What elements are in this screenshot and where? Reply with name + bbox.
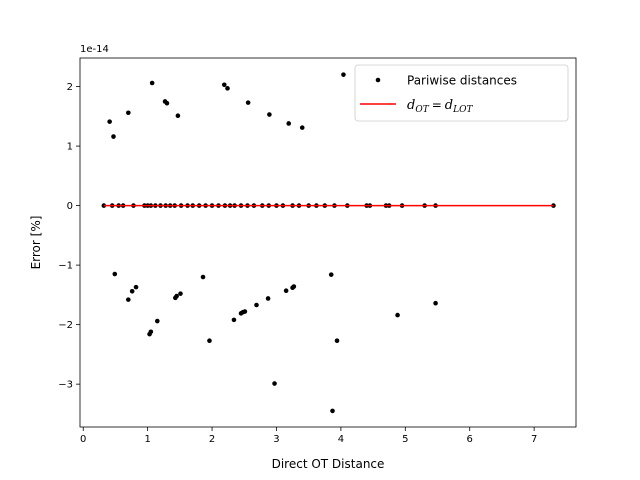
data-point-1 — [111, 134, 116, 139]
plot-frame — [79, 57, 577, 428]
y-tick-label-5: 2 — [67, 82, 73, 93]
data-point-0 — [107, 119, 112, 124]
x-tick-label-3: 3 — [273, 434, 279, 445]
data-point-10 — [267, 112, 272, 117]
data-point-75 — [254, 302, 259, 308]
x-axis-label: Direct OT Distance — [272, 457, 385, 471]
legend-scatter-marker — [375, 77, 381, 83]
data-point-62 — [133, 284, 139, 290]
y-axis-label: Error [%] — [29, 216, 43, 270]
data-point-64 — [148, 329, 154, 335]
data-point-11 — [286, 121, 292, 126]
x-tick-label-2: 2 — [209, 434, 215, 445]
y-tick-label-4: 1 — [67, 142, 73, 153]
data-point-74 — [242, 309, 248, 314]
data-point-69 — [200, 274, 206, 280]
y-tick-label-3: 0 — [67, 201, 73, 212]
data-point-60 — [126, 297, 131, 302]
legend-scatter-label: Pariwise distances — [407, 74, 517, 88]
data-point-78 — [283, 288, 289, 294]
data-point-14 — [101, 203, 107, 208]
data-point-6 — [175, 113, 181, 119]
data-point-65 — [154, 318, 160, 324]
legend-d2: d — [445, 98, 453, 113]
legend-sub-ot: OT — [415, 105, 429, 115]
data-point-2 — [126, 110, 131, 116]
data-point-76 — [265, 296, 271, 301]
data-point-68 — [178, 291, 183, 296]
data-point-85 — [433, 300, 438, 306]
data-point-13 — [341, 72, 346, 77]
x-tick-label-5: 5 — [402, 434, 408, 445]
data-point-82 — [330, 408, 335, 414]
data-point-7 — [221, 82, 227, 88]
x-axis-ticks: 0 1 2 3 4 5 6 7 — [80, 427, 537, 445]
data-point-67 — [174, 293, 179, 299]
data-point-5 — [164, 100, 170, 106]
y-tick-label-1: −2 — [58, 320, 73, 331]
x-tick-label-1: 1 — [144, 434, 150, 445]
data-point-71 — [231, 317, 237, 323]
data-point-9 — [245, 100, 251, 105]
legend-d1: d — [407, 98, 415, 113]
data-point-12 — [299, 125, 305, 130]
y-tick-label-0: −3 — [58, 380, 73, 391]
data-point-59 — [112, 271, 118, 277]
x-tick-label-0: 0 — [80, 434, 86, 445]
data-point-8 — [225, 86, 230, 91]
x-tick-label-6: 6 — [467, 434, 473, 445]
data-point-83 — [334, 338, 340, 344]
data-point-80 — [291, 284, 297, 289]
data-point-84 — [395, 312, 400, 318]
y-axis-ticks: −3 −2 −1 0 1 2 — [58, 82, 80, 391]
legend: Pariwise distances dOT = dLOT — [354, 64, 569, 122]
plot-marks — [101, 72, 556, 414]
y-offset-text: 1e-14 — [80, 44, 109, 55]
x-tick-label-4: 4 — [338, 434, 344, 445]
y-tick-label-2: −1 — [58, 261, 73, 272]
x-tick-label-7: 7 — [531, 434, 537, 445]
legend-eq: = — [432, 98, 442, 112]
legend-sub-lot: LOT — [452, 105, 473, 115]
legend-box — [354, 64, 569, 122]
data-point-81 — [328, 272, 334, 277]
legend-line-label: dOT = dLOT — [407, 98, 473, 115]
data-point-77 — [272, 381, 277, 386]
data-point-70 — [207, 338, 212, 344]
data-point-3 — [149, 80, 155, 86]
data-point-61 — [129, 289, 135, 294]
